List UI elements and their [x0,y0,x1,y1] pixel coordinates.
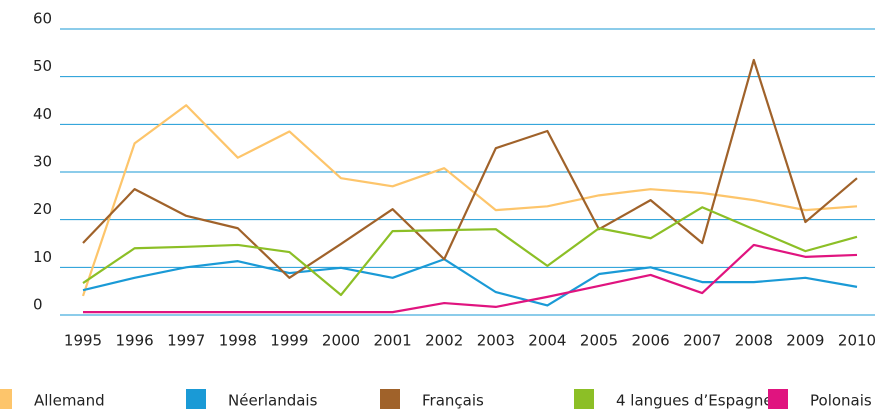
x-tick-label: 1999 [270,332,308,350]
legend-label: Allemand [34,392,105,410]
legend-label: Français [422,392,484,410]
y-tick-label: 0 [33,296,43,314]
x-tick-label: 1995 [64,332,102,350]
x-tick-label: 2006 [632,332,670,350]
line [82,206,858,297]
x-tick-label: 2005 [580,332,618,350]
legend-label: Polonais [810,392,872,410]
x-tick-label: 2000 [322,332,360,350]
legend-label: Néerlandais [228,392,318,410]
legend-swatch [186,389,206,409]
y-tick-label: 60 [33,10,52,28]
x-tick-label: 2003 [477,332,515,350]
x-tick-label: 2004 [528,332,566,350]
x-tick-label: 2009 [786,332,824,350]
x-tick-label: 2010 [838,332,875,350]
legend-label: 4 langues d’Espagne [616,392,773,410]
y-tick-label: 40 [33,105,52,123]
x-tick-label: 2002 [425,332,463,350]
y-tick-label: 10 [33,248,52,266]
legend-swatch [768,389,788,409]
x-tick-label: 1997 [167,332,205,350]
y-tick-label: 30 [33,153,52,171]
legend-swatch [380,389,400,409]
x-tick-label: 1998 [219,332,257,350]
legend-swatch [574,389,594,409]
x-tick-label: 2001 [374,332,412,350]
y-tick-label: 50 [33,57,52,75]
x-tick-label: 1996 [116,332,154,350]
line [82,258,858,307]
y-tick-label: 20 [33,200,52,218]
line [81,104,858,297]
x-tick-label: 2007 [683,332,721,350]
legend-swatch [0,389,12,409]
x-tick-label: 2008 [735,332,773,350]
line [82,58,858,279]
line [83,243,858,314]
